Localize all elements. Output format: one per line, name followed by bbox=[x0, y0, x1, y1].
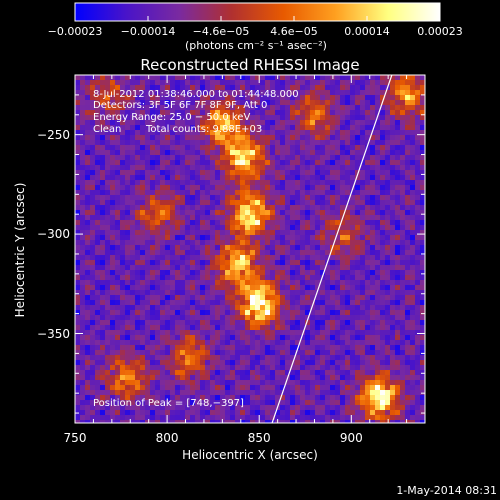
colorbar-tick-label: 4.6e−05 bbox=[270, 25, 318, 38]
annotation-energy: Energy Range: 25.0 − 50.0 keV bbox=[93, 112, 251, 123]
annotation-peak: Position of Peak = [748,−397] bbox=[93, 398, 244, 409]
x-tick-label: 800 bbox=[155, 431, 179, 445]
annotation-total-counts: Total counts: 9.88E+03 bbox=[146, 124, 263, 135]
axis-ticks bbox=[74, 75, 425, 423]
y-tick-label: −350 bbox=[37, 326, 70, 341]
colorbar-tick-label: 0.00023 bbox=[417, 25, 463, 38]
plot-frame bbox=[74, 74, 426, 424]
colorbar-tick-label: −4.6e−05 bbox=[192, 25, 250, 38]
colorbar-tick-label: −0.00023 bbox=[47, 25, 103, 38]
annotation-clean: Clean bbox=[93, 124, 122, 135]
y-tick-label: −250 bbox=[37, 127, 70, 142]
x-tick-label: 750 bbox=[63, 431, 87, 445]
colorbar-unit-label: (photons cm⁻² s⁻¹ asec⁻²) bbox=[185, 39, 327, 52]
x-tick-label: 900 bbox=[339, 431, 363, 445]
y-tick-label: −300 bbox=[37, 227, 70, 242]
colorbar-tick-label: −0.00014 bbox=[120, 25, 176, 38]
colorbar-ticks bbox=[74, 16, 441, 21]
x-tick-label: 850 bbox=[247, 431, 271, 445]
colorbar-tick-label: 0.00014 bbox=[344, 25, 390, 38]
heatmap-image bbox=[75, 75, 425, 423]
annotation-detectors: Detectors: 3F 5F 6F 7F 8F 9F, Att 0 bbox=[93, 100, 268, 111]
annotation-time: 8-Jul-2012 01:38:46.000 to 01:44:48.000 bbox=[93, 89, 299, 100]
solar-limb-line bbox=[271, 75, 393, 423]
chart-title: Reconstructed RHESSI Image bbox=[140, 56, 360, 74]
footer-timestamp: 1-May-2014 08:31 bbox=[396, 484, 497, 497]
colorbar bbox=[74, 2, 441, 22]
y-axis-label: Heliocentric Y (arcsec) bbox=[13, 182, 27, 318]
x-axis-label: Heliocentric X (arcsec) bbox=[182, 448, 318, 462]
